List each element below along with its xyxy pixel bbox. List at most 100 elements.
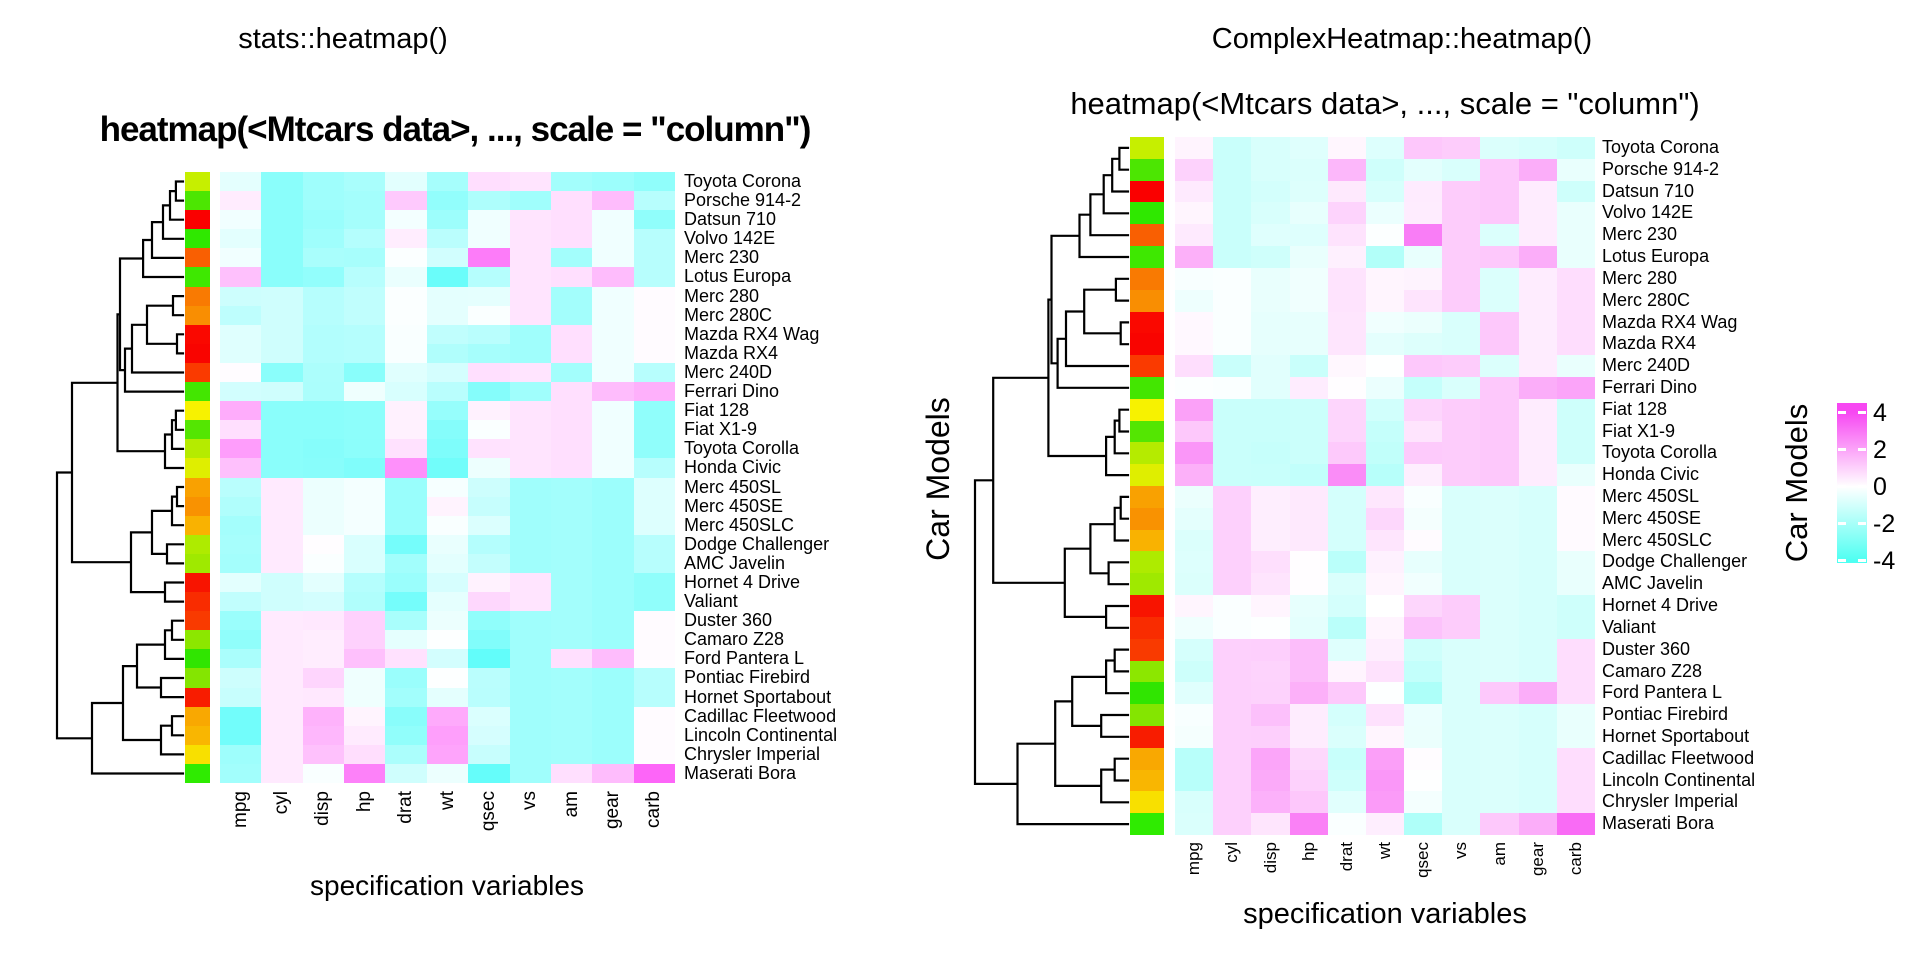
heatmap-cell	[385, 210, 427, 229]
heatmap-cell	[427, 191, 468, 210]
heatmap-cell	[1175, 813, 1213, 835]
heatmap-cell	[261, 688, 303, 707]
heatmap-cell	[634, 325, 675, 344]
heatmap-cell	[303, 611, 344, 630]
heatmap-cell	[427, 420, 468, 439]
heatmap-cell	[1557, 813, 1595, 835]
heatmap-cell	[1366, 595, 1404, 617]
heatmap-cell	[1251, 159, 1290, 181]
heatmap-cell	[1175, 791, 1213, 813]
heatmap-cell	[385, 668, 427, 688]
heatmap-cell	[303, 707, 344, 726]
heatmap-cell	[634, 688, 675, 707]
row-label: Merc 280	[1602, 268, 1678, 288]
heatmap-cell	[1557, 312, 1595, 333]
row-annotation-cell	[1130, 770, 1164, 791]
heatmap-cell	[592, 229, 634, 248]
heatmap-cell	[385, 191, 427, 210]
heatmap-cell	[1328, 464, 1366, 486]
heatmap-cell	[1366, 312, 1404, 333]
heatmap-cell	[592, 248, 634, 267]
heatmap-cell	[1213, 551, 1251, 573]
heatmap-cell	[1442, 595, 1480, 617]
heatmap-cell	[1366, 181, 1404, 202]
heatmap-cell	[1328, 813, 1366, 835]
row-annotation-cell	[185, 325, 210, 344]
row-annotation-cell	[185, 611, 210, 630]
heatmap-cell	[1328, 508, 1366, 530]
heatmap-cell	[1328, 159, 1366, 181]
heatmap-cell	[634, 382, 675, 401]
heatmap-cell	[1328, 791, 1366, 813]
heatmap-cell	[220, 306, 261, 325]
heatmap-cell	[634, 439, 675, 458]
heatmap-cell	[551, 191, 592, 210]
heatmap-cell	[468, 363, 510, 382]
heatmap-cell	[551, 611, 592, 630]
heatmap-cell	[1404, 486, 1442, 508]
heatmap-cell	[1290, 399, 1328, 421]
heatmap-cell	[261, 229, 303, 248]
heatmap-cell	[1328, 181, 1366, 202]
heatmap-cell	[551, 764, 592, 783]
heatmap-cell	[634, 229, 675, 248]
heatmap-cell	[261, 726, 303, 745]
heatmap-cell	[385, 306, 427, 325]
heatmap-cell	[1519, 268, 1557, 290]
heatmap-cell	[1557, 682, 1595, 704]
heatmap-cell	[551, 630, 592, 649]
heatmap-cell	[261, 325, 303, 344]
heatmap-cell	[344, 248, 385, 267]
heatmap-cell	[510, 325, 551, 344]
heatmap-cell	[1366, 202, 1404, 224]
row-annotation-cell	[185, 401, 210, 420]
heatmap-cell	[1404, 377, 1442, 399]
heatmap-cell	[220, 191, 261, 210]
heatmap-cell	[344, 516, 385, 535]
heatmap-cell	[468, 325, 510, 344]
heatmap-cell	[1290, 181, 1328, 202]
heatmap-cell	[1251, 246, 1290, 268]
heatmap-cell	[303, 287, 344, 306]
heatmap-cell	[344, 592, 385, 611]
heatmap-cell	[344, 267, 385, 287]
heatmap-cell	[1175, 355, 1213, 377]
heatmap-cell	[1366, 704, 1404, 726]
heatmap-cell	[303, 210, 344, 229]
heatmap-cell	[220, 554, 261, 573]
row-annotation-cell	[1130, 595, 1164, 617]
heatmap-cell	[1480, 181, 1519, 202]
heatmap-cell	[1480, 464, 1519, 486]
heatmap-cell	[1175, 704, 1213, 726]
heatmap-cell	[303, 363, 344, 382]
heatmap-cell	[551, 554, 592, 573]
heatmap-cell	[303, 592, 344, 611]
heatmap-cell	[1251, 224, 1290, 246]
heatmap-cell	[468, 649, 510, 668]
heatmap-cell	[1213, 486, 1251, 508]
heatmap-cell	[1404, 661, 1442, 682]
heatmap-cell	[1213, 639, 1251, 661]
row-label: Mazda RX4	[1602, 333, 1697, 353]
heatmap-cell	[468, 401, 510, 420]
heatmap-cell	[1557, 159, 1595, 181]
heatmap-cell	[261, 592, 303, 611]
heatmap-cell	[634, 764, 675, 783]
heatmap-cell	[1366, 333, 1404, 355]
heatmap-cell	[261, 630, 303, 649]
heatmap-cell	[1366, 530, 1404, 551]
heatmap-cell	[1213, 224, 1251, 246]
heatmap-cell	[1328, 748, 1366, 770]
heatmap-cell	[303, 726, 344, 745]
heatmap-cell	[1290, 617, 1328, 639]
heatmap-cell	[1290, 377, 1328, 399]
heatmap-cell	[1213, 682, 1251, 704]
heatmap-cell	[220, 535, 261, 554]
heatmap-cell	[551, 497, 592, 516]
row-label: Merc 230	[1602, 224, 1678, 244]
heatmap-cell	[1404, 595, 1442, 617]
heatmap-cell	[1328, 268, 1366, 290]
heatmap-cell	[1328, 355, 1366, 377]
heatmap-cell	[510, 745, 551, 764]
heatmap-cell	[220, 764, 261, 783]
